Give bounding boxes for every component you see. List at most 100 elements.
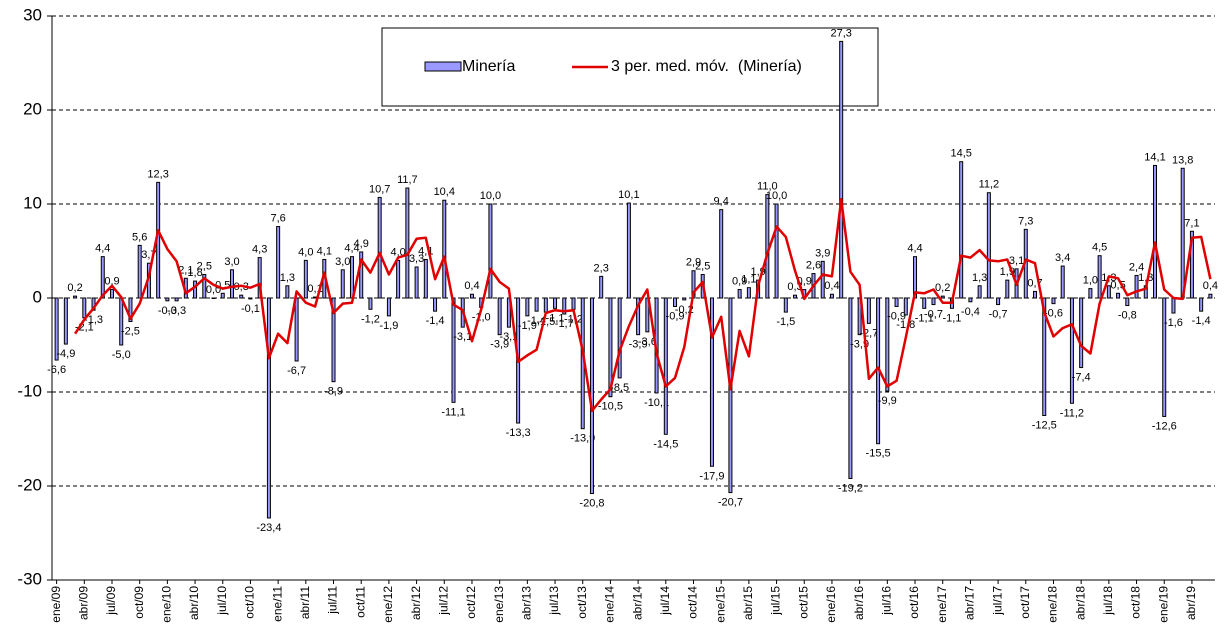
bar (626, 202, 631, 299)
bar (1189, 230, 1194, 299)
bar (165, 297, 170, 302)
data-label: 1,1 (741, 274, 756, 286)
data-label: -1,1 (942, 312, 961, 324)
data-label: 0,4 (1203, 280, 1218, 292)
bar (571, 297, 576, 310)
bar (1005, 279, 1010, 299)
data-label: -1,4 (1192, 315, 1211, 327)
legend-swatch (424, 61, 462, 72)
data-label: 11,0 (757, 181, 778, 193)
data-label: -0,3 (167, 305, 186, 317)
bar (63, 297, 68, 345)
bar (423, 258, 428, 299)
bar (1060, 265, 1065, 299)
data-label: -10,1 (644, 397, 669, 409)
x-tick-label: ene/17 (935, 586, 949, 623)
bar (119, 297, 124, 346)
data-label: 2,4 (1129, 261, 1144, 273)
bar (1125, 297, 1130, 307)
x-tick-label: jul/11 (326, 586, 340, 615)
x-tick-label: ene/18 (1046, 586, 1060, 623)
x-tick-label: ene/12 (381, 586, 395, 623)
data-label: 10,0 (480, 190, 501, 202)
data-label: 14,1 (1144, 151, 1165, 163)
bar (174, 297, 179, 302)
bar (1097, 255, 1102, 299)
data-label: 0,5 (1110, 279, 1125, 291)
data-label: -6,6 (47, 364, 66, 376)
bar (1208, 293, 1213, 299)
x-tick-label: ene/14 (603, 586, 617, 623)
bar (986, 192, 991, 299)
data-label: -11,1 (441, 406, 465, 418)
bar (349, 256, 354, 299)
data-label: -0,6 (1044, 308, 1063, 320)
bar (1033, 290, 1038, 299)
bar (857, 297, 862, 336)
data-label: 4,4 (907, 243, 922, 255)
bar (368, 297, 373, 310)
bar (1079, 297, 1084, 369)
legend-box (381, 27, 879, 107)
data-label: -1,7 (555, 318, 574, 330)
data-label: -0,3 (158, 305, 177, 317)
bar (405, 187, 410, 299)
data-label: 3,4 (1055, 252, 1070, 264)
bar (682, 297, 687, 301)
x-tick-label: abr/18 (1073, 586, 1087, 620)
x-tick-label: oct/16 (907, 586, 921, 619)
data-label: -1,2 (564, 313, 583, 325)
x-tick-label: abr/11 (298, 586, 312, 619)
bar (709, 297, 714, 467)
data-label: -3,9 (629, 339, 648, 351)
data-label: 5,6 (132, 231, 147, 243)
bar (543, 297, 548, 313)
bar (793, 294, 798, 299)
y-tick-label: -10 (17, 381, 42, 400)
bar (940, 295, 945, 299)
data-label: -17,9 (699, 470, 724, 482)
data-label: -20,8 (579, 498, 604, 510)
bar (239, 294, 244, 299)
bar (396, 259, 401, 299)
bar (285, 285, 290, 299)
bar (959, 161, 964, 299)
data-label: -10,5 (598, 401, 623, 413)
data-label: -12,5 (1032, 420, 1057, 432)
data-label: -11,2 (1060, 407, 1084, 419)
data-label: 11,7 (397, 174, 418, 186)
data-label: -0,4 (961, 306, 980, 318)
bar (820, 260, 825, 299)
legend-label: 3 per. med. móv. (Minería) (611, 58, 802, 75)
bar (608, 297, 613, 398)
bar (266, 297, 271, 519)
data-label: -1,9 (518, 320, 537, 332)
data-label: -8,9 (324, 386, 343, 398)
bar (663, 297, 668, 435)
bar (1088, 288, 1093, 299)
data-label: 4,5 (1092, 242, 1107, 254)
x-tick-label: jul/17 (990, 586, 1004, 616)
data-label: 3,0 (224, 256, 239, 268)
bar (719, 209, 724, 299)
data-label: -1,8 (896, 319, 915, 331)
data-label: -0,8 (1118, 310, 1137, 322)
bar (1180, 167, 1185, 299)
x-tick-label: oct/13 (575, 586, 589, 619)
x-tick-label: abr/17 (963, 586, 977, 620)
y-tick-label: 30 (23, 5, 42, 24)
data-label: 3,9 (815, 247, 830, 259)
data-label: 0,9 (104, 276, 119, 288)
data-label: 1,0 (1083, 275, 1098, 287)
data-label: -0,9 (887, 310, 906, 322)
bar (488, 203, 493, 299)
bar (1042, 297, 1047, 416)
data-label: -15,5 (866, 448, 891, 460)
data-label: -3,9 (490, 339, 509, 351)
bar (903, 297, 908, 316)
bar (451, 297, 456, 403)
bar (433, 297, 438, 312)
data-label: 4,4 (344, 243, 359, 255)
x-tick-label: ene/16 (824, 586, 838, 623)
bar (839, 40, 844, 299)
